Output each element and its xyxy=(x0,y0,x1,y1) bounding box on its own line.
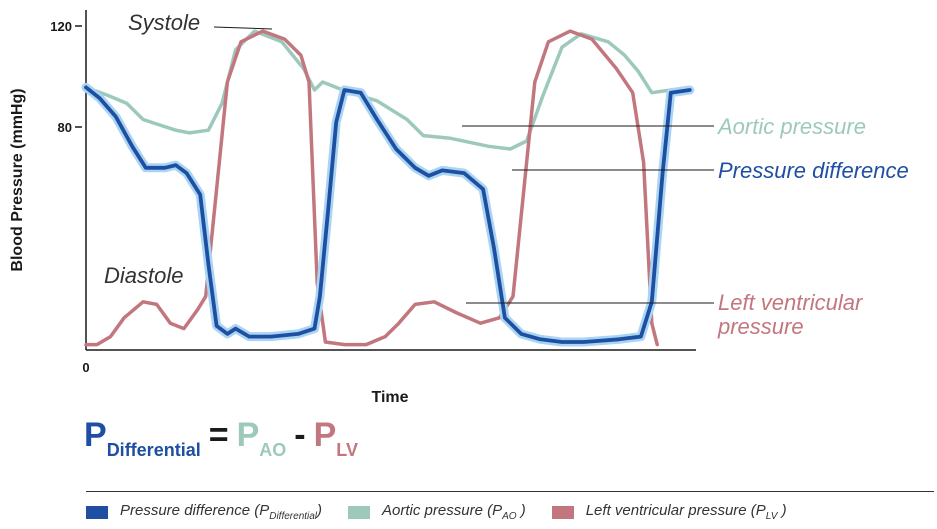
line-lv xyxy=(84,29,659,347)
systole-leader xyxy=(213,26,273,30)
y-tick-120: 120 xyxy=(50,19,72,34)
formula-sub-ao: AO xyxy=(259,440,287,460)
formula-equals: = xyxy=(208,416,229,454)
series-pressure-difference xyxy=(81,82,695,347)
x-tick-0: 0 xyxy=(82,360,89,375)
legend-label-lv-pressure: Left ventricular pressure (PLV ) xyxy=(586,502,787,522)
legend-ao-sub: AO xyxy=(502,511,517,522)
pressure-chart: 120 80 0 Blood Pressure (mmHg) Time Syst… xyxy=(9,10,909,406)
x-axis-title: Time xyxy=(371,389,408,406)
series-left-ventricular-pressure xyxy=(84,29,659,347)
diastole-label: Diastole xyxy=(104,263,183,288)
legend-label-pressure-difference: Pressure difference (PDifferential) xyxy=(120,502,322,522)
formula-p-ao: PAO xyxy=(236,416,287,460)
formula-p-diff-letter: P xyxy=(84,416,107,454)
legend-swatch-pressure-difference xyxy=(86,505,108,519)
systole-label: Systole xyxy=(128,10,200,35)
formula-p-differential: PDifferential xyxy=(84,416,201,460)
legend-label-aortic-pressure: Aortic pressure (PAO ) xyxy=(382,502,526,522)
aortic-pressure-label: Aortic pressure xyxy=(716,114,866,139)
formula-p-lv-letter: P xyxy=(313,416,337,454)
legend: Pressure difference (PDifferential) Aort… xyxy=(86,502,813,522)
legend-swatch-aortic-pressure xyxy=(348,505,371,519)
formula-sub-differential: Differential xyxy=(106,440,201,460)
legend-item-pressure-difference: Pressure difference (PDifferential) xyxy=(86,502,322,522)
pressure-difference-label: Pressure difference xyxy=(718,158,909,183)
y-tick-80: 80 xyxy=(58,120,72,135)
legend-diff-text: Pressure difference (P xyxy=(120,502,270,519)
legend-divider xyxy=(86,491,934,492)
legend-swatch-lv-pressure xyxy=(551,505,574,519)
legend-diff-sub: Differential xyxy=(269,511,318,522)
formula-sub-lv: LV xyxy=(336,440,358,460)
formula-minus: - xyxy=(294,416,306,454)
legend-ao-close: ) xyxy=(516,502,526,519)
legend-ao-text: Aortic pressure (P xyxy=(382,502,503,519)
y-axis-title: Blood Pressure (mmHg) xyxy=(9,88,26,271)
pressure-formula: PDifferential = PAO - PLV xyxy=(84,416,358,461)
lv-pressure-label-line2: pressure xyxy=(717,314,804,339)
line-diff xyxy=(84,85,692,344)
formula-p-lv: PLV xyxy=(313,416,358,460)
lv-pressure-label-line1: Left ventricular xyxy=(718,290,864,315)
legend-lv-text: Left ventricular pressure (P xyxy=(585,502,766,519)
legend-lv-sub: LV xyxy=(765,511,778,522)
formula-p-ao-letter: P xyxy=(236,416,260,454)
legend-item-lv-pressure: Left ventricular pressure (PLV ) xyxy=(551,502,787,522)
legend-lv-close: ) xyxy=(777,502,787,519)
legend-diff-close: ) xyxy=(317,502,323,519)
legend-item-aortic-pressure: Aortic pressure (PAO ) xyxy=(348,502,526,522)
